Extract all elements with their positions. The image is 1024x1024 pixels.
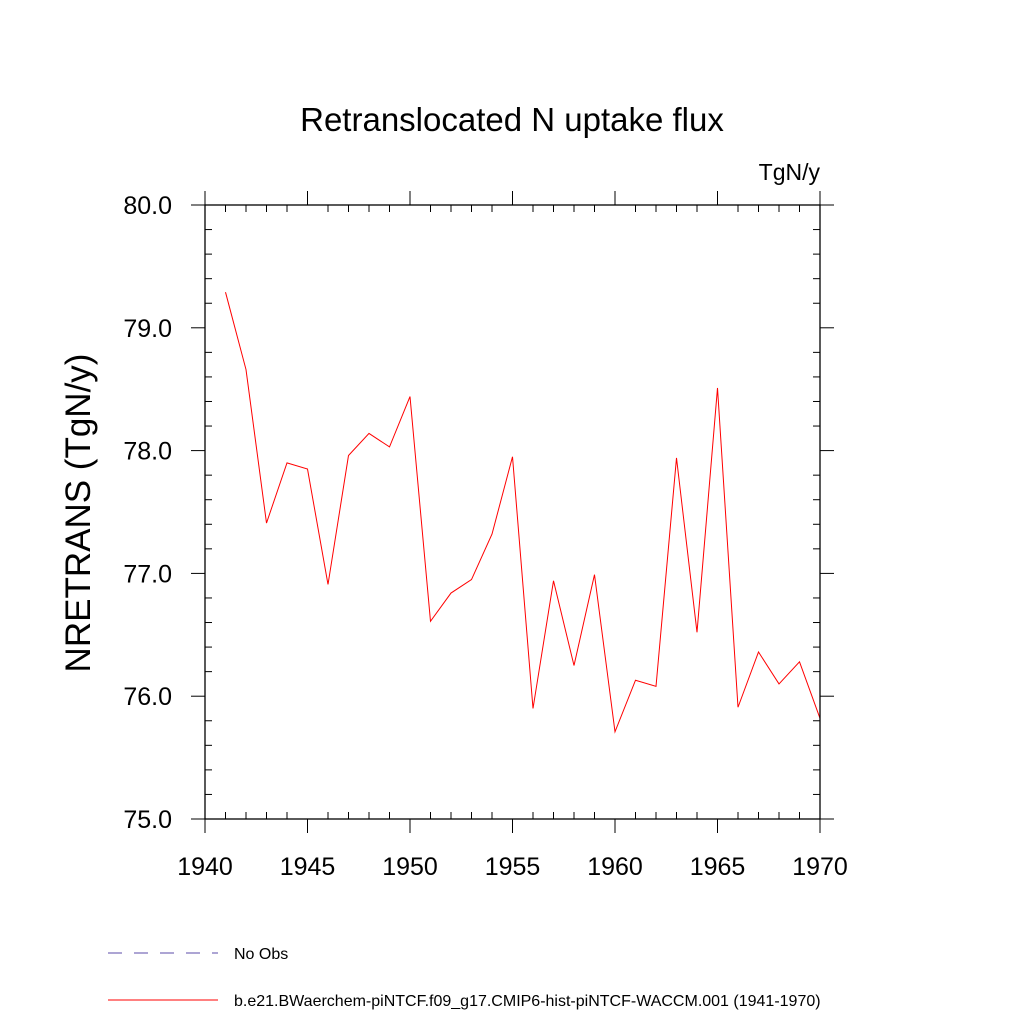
y-tick-labels: 75.0 76.0 77.0 78.0 79.0 80.0 xyxy=(123,192,172,834)
x-tick-label: 1970 xyxy=(792,853,848,881)
x-tick-label: 1940 xyxy=(177,853,233,881)
y-tick-label: 80.0 xyxy=(123,192,172,220)
y-axis-label: NRETRANS (TgN/y) xyxy=(59,354,98,673)
x-tick-label: 1955 xyxy=(485,853,541,881)
x-tick-label: 1965 xyxy=(690,853,746,881)
chart-title: Retranslocated N uptake flux xyxy=(300,101,724,138)
y-tick-label: 77.0 xyxy=(123,560,172,588)
axis-ticks xyxy=(191,191,834,833)
y-tick-label: 78.0 xyxy=(123,438,172,466)
x-tick-label: 1950 xyxy=(382,853,438,881)
y-tick-label: 75.0 xyxy=(123,806,172,834)
series-line xyxy=(225,292,821,734)
units-label: TgN/y xyxy=(759,159,821,185)
legend-label-no-obs: No Obs xyxy=(234,946,288,963)
legend-label-model-run: b.e21.BWaerchem-piNTCF.f09_g17.CMIP6-his… xyxy=(234,993,821,1010)
x-tick-label: 1945 xyxy=(280,853,336,881)
y-tick-label: 79.0 xyxy=(123,315,172,343)
plot-frame xyxy=(204,204,821,820)
x-tick-label: 1960 xyxy=(587,853,643,881)
series-layer xyxy=(225,292,821,734)
y-tick-label: 76.0 xyxy=(123,683,172,711)
x-tick-labels: 1940 1945 1950 1955 1960 1965 1970 xyxy=(177,853,848,881)
legend: No Obs b.e21.BWaerchem-piNTCF.f09_g17.CM… xyxy=(108,946,821,1010)
